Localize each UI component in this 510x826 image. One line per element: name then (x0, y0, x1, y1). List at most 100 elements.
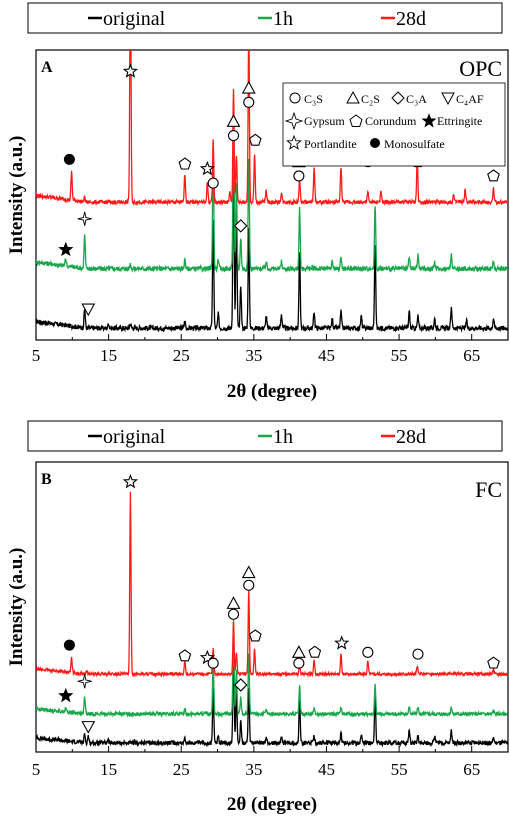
key-item-c3a: C₃A (391, 91, 427, 106)
panel-a: A OPC 5 15 25 35 45 55 65 2θ (degree) Intensit… (6, 49, 509, 402)
svg-text:Ettringite: Ettringite (437, 114, 482, 128)
legend-label-28d-b: 28d (396, 426, 426, 448)
peak-marker-star-filled-17 (58, 687, 74, 703)
legend-label-28d-a: 28d (396, 8, 426, 30)
legend-box-a: original 1h 28d (27, 2, 503, 34)
series-line-1h-b (36, 618, 508, 719)
plot-frame-b (35, 461, 509, 753)
peak-marker-circle-15 (412, 648, 424, 660)
key-item-c3s: C₃S (289, 92, 323, 106)
x-tick-label: 55 (391, 760, 408, 779)
peak-marker-circle-11 (293, 657, 305, 669)
peak-marker-star-filled-17 (58, 241, 74, 257)
x-tick-label: 65 (463, 346, 480, 365)
peak-marker-pentagon-16 (487, 169, 500, 182)
peak-marker-pentagon-16 (487, 656, 500, 669)
peak-marker-star4-18 (77, 674, 92, 689)
peak-marker-triangle-down-20 (81, 303, 96, 317)
peak-marker-star4-18 (77, 211, 92, 226)
legend-entry-28d-a: 28d (381, 8, 426, 30)
panel-title-a: OPC (459, 56, 502, 81)
key-filled-star-icon (421, 113, 437, 128)
svg-text:Corundum: Corundum (365, 114, 417, 128)
svg-text:C₃S: C₃S (304, 92, 323, 106)
legend-label-1h-b: 1h (273, 426, 293, 448)
peak-marker-circle-8 (243, 96, 255, 108)
x-tick-label: 15 (100, 760, 117, 779)
legend-label-original-a: original (103, 8, 166, 30)
x-axis-a: 5 15 25 35 45 55 65 (32, 334, 509, 365)
key-item-monosulfate: Monosulfate (370, 137, 445, 151)
key-gypsum-star-icon (284, 111, 304, 131)
legend-entry-1h-b: 1h (258, 426, 293, 448)
key-item-c2s: C₂S (346, 90, 380, 106)
peak-marker-circle-4 (207, 657, 219, 669)
y-axis-title-b: Intensity (a.u.) (6, 548, 27, 667)
peak-marker-star-open-13 (334, 635, 350, 650)
legend-entry-original-b: original (88, 426, 166, 448)
peak-marker-circle-6 (227, 608, 240, 620)
svg-text:C₃A: C₃A (406, 92, 427, 106)
peak-marker-circle-filled-1 (63, 639, 75, 651)
peak-marker-triangle-up-10 (291, 645, 306, 658)
series-group-a (36, 50, 508, 333)
panel-title-b: FC (475, 477, 502, 502)
peak-marker-circle-14 (362, 646, 374, 658)
x-axis-b: 5 15 25 35 45 55 65 (32, 746, 509, 779)
peak-marker-circle-8 (243, 579, 255, 591)
phase-key: C₃S C₂S C₃A C₄AF Gypsum Corundum (282, 82, 506, 167)
svg-text:Monosulfate: Monosulfate (384, 137, 445, 151)
series-line-28d-a (36, 50, 508, 207)
peak-marker-pentagon-9 (248, 629, 262, 642)
x-tick-label: 45 (318, 346, 335, 365)
legend-label-1h-a: 1h (273, 8, 293, 30)
peak-marker-circle-6 (227, 130, 240, 142)
x-tick-label: 25 (173, 346, 190, 365)
y-axis-title-a: Intensity (a.u.) (6, 136, 27, 255)
legend-entry-1h-a: 1h (258, 8, 293, 30)
key-triangle-up-icon (346, 90, 360, 104)
series-line-28d-b (36, 491, 508, 678)
key-item-portlandite: Portlandite (286, 134, 357, 151)
key-open-star-icon (286, 134, 302, 150)
peak-marker-triangle-up-7 (241, 565, 256, 579)
legend-box-b: original 1h 28d (27, 420, 503, 452)
peak-marker-star-open-3 (199, 160, 216, 176)
peak-marker-star-open-0 (122, 63, 139, 78)
peak-marker-circle-4 (207, 177, 219, 189)
x-tick-label: 35 (245, 760, 262, 779)
legend-entry-28d-b: 28d (381, 426, 426, 448)
x-axis-title-b: 2θ (degree) (227, 794, 317, 815)
peak-marker-pentagon-12 (308, 645, 322, 658)
panel-b: B FC 5 15 25 35 45 55 65 2θ (degree) Intensity… (6, 461, 509, 815)
x-tick-label: 65 (463, 760, 480, 779)
key-item-c4af: C₄AF (441, 92, 484, 106)
svg-text:C₂S: C₂S (361, 92, 380, 106)
legend-label-original-b: original (103, 426, 166, 448)
key-pentagon-icon (349, 114, 363, 127)
x-tick-label: 25 (173, 760, 190, 779)
key-diamond-icon (391, 91, 405, 105)
peak-marker-pentagon-2 (178, 649, 192, 662)
peak-marker-star-open-3 (199, 649, 216, 665)
x-tick-label: 15 (100, 346, 117, 365)
peak-marker-diamond-19 (233, 678, 248, 692)
x-tick-label: 5 (32, 346, 41, 365)
x-axis-title-a: 2θ (degree) (227, 381, 317, 402)
key-item-corundum: Corundum (349, 114, 417, 128)
peak-marker-circle-filled-1 (63, 153, 75, 165)
panel-label-a: A (41, 59, 53, 76)
peak-marker-pentagon-2 (178, 157, 192, 170)
peak-marker-triangle-up-5 (226, 596, 241, 609)
legend-entry-original-a: original (88, 8, 166, 30)
series-group-b (36, 491, 508, 748)
peak-marker-triangle-down-20 (81, 721, 96, 734)
key-circle-icon (289, 92, 301, 104)
key-triangle-down-icon (441, 92, 455, 106)
annotation-group-b (58, 473, 500, 734)
x-tick-label: 35 (245, 346, 262, 365)
x-tick-label: 5 (32, 760, 41, 779)
series-line-1h-a (36, 108, 508, 274)
svg-text:C₄AF: C₄AF (456, 92, 484, 106)
key-item-gypsum: Gypsum (284, 111, 345, 131)
